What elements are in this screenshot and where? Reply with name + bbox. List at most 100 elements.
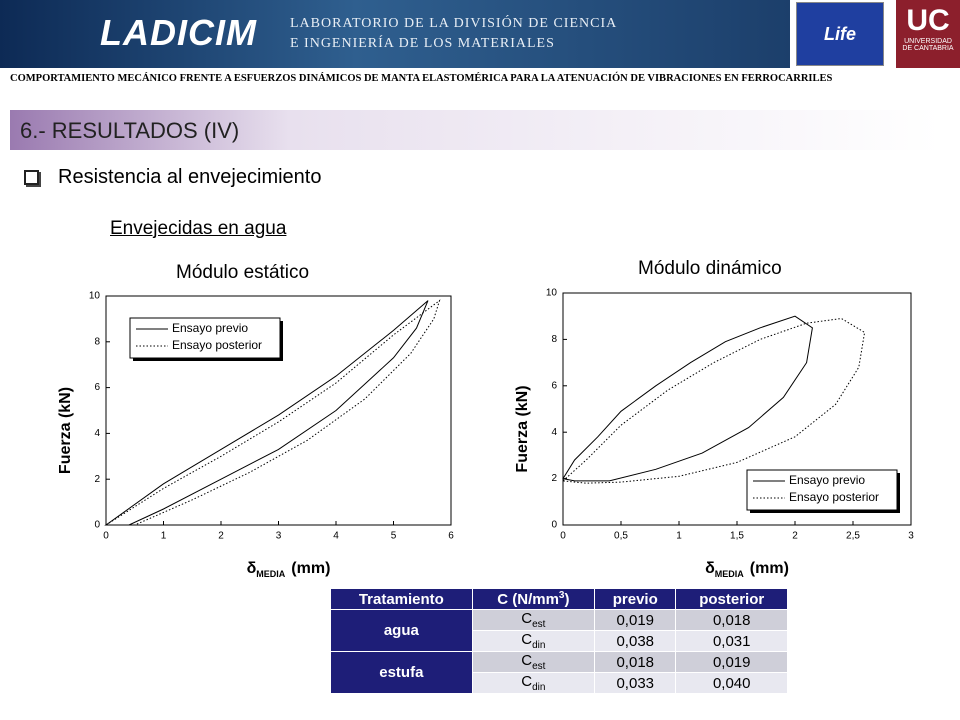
symbol: C <box>521 631 533 648</box>
x-tick-label: 0 <box>103 531 109 542</box>
section-bar <box>10 110 940 150</box>
legend-label: Ensayo posterior <box>789 490 879 504</box>
table-row: Cdin 0,033 0,040 <box>331 672 788 694</box>
legend-box <box>129 317 281 359</box>
life-logo: Life <box>796 2 884 66</box>
logo: LADICIM <box>100 12 257 53</box>
results-table: Tratamiento C (N/mm3) previo posterior agua C… <box>330 588 788 694</box>
symbol-sub: din <box>532 682 546 693</box>
symbol-cell: Cdin <box>471 630 596 652</box>
symbol-cell: Cest <box>471 609 596 631</box>
hysteresis-loop <box>104 299 441 526</box>
symbol-cell: Cdin <box>471 672 596 694</box>
hysteresis-loop <box>104 300 429 526</box>
x-label-symbol: δ <box>705 560 715 577</box>
symbol-sub: est <box>532 661 546 672</box>
table-row: agua Cest 0,019 0,018 <box>330 609 788 652</box>
x-tick-label: 3 <box>908 531 914 542</box>
y-tick-label: 4 <box>94 428 100 439</box>
uc-logo: UC UNIVERSIDAD DE CANTABRIA <box>896 0 960 68</box>
header-text: C (N/mm <box>497 591 559 608</box>
x-tick-label: 1 <box>676 531 682 542</box>
group-title: Envejecidas en agua <box>110 218 287 239</box>
value-cell: 0,038 <box>594 630 677 652</box>
x-label-unit: (mm) <box>291 560 330 577</box>
uc-text: DE CANTABRIA <box>902 45 954 52</box>
y-tick-label: 2 <box>551 473 557 484</box>
value-cell: 0,033 <box>594 672 677 694</box>
y-tick-label: 10 <box>89 291 101 302</box>
symbol-sub: est <box>532 619 546 630</box>
value-cell: 0,019 <box>594 609 677 631</box>
symbol: C <box>521 673 533 690</box>
y-tick-label: 6 <box>94 382 100 393</box>
group-cell: agua <box>330 609 473 652</box>
symbol-sub: din <box>532 640 546 651</box>
group-cell: estufa <box>330 651 473 694</box>
uc-text: UNIVERSIDAD <box>904 38 952 45</box>
chart-title: Módulo dinámico <box>638 258 782 279</box>
header-sup: 3 <box>558 590 565 601</box>
header-cell: C (N/mm3) <box>471 588 596 610</box>
header-bar <box>0 0 790 68</box>
y-tick-label: 4 <box>551 427 557 438</box>
x-label-subscript: MEDIA <box>715 569 745 579</box>
x-tick-label: 0 <box>560 531 566 542</box>
legend-label: Ensayo previo <box>172 321 248 335</box>
x-label-subscript: MEDIA <box>256 569 286 579</box>
header-text: ) <box>564 591 570 608</box>
x-tick-label: 1 <box>161 531 167 542</box>
x-tick-label: 4 <box>333 531 339 542</box>
value-cell: 0,018 <box>594 651 677 673</box>
x-tick-label: 5 <box>391 531 397 542</box>
x-label-symbol: δ <box>247 560 257 577</box>
y-axis-label: Fuerza (kN) <box>57 387 74 474</box>
y-tick-label: 0 <box>94 520 100 531</box>
x-axis-label: δMEDIA (mm) <box>247 560 331 579</box>
x-label-unit: (mm) <box>750 560 789 577</box>
header-cell: previo <box>594 588 677 610</box>
y-axis-label: Fuerza (kN) <box>514 385 531 472</box>
x-tick-label: 2 <box>218 531 224 542</box>
hysteresis-loop <box>562 315 813 482</box>
y-tick-label: 2 <box>94 474 100 485</box>
x-tick-label: 2 <box>792 531 798 542</box>
table-row: Cdin 0,038 0,031 <box>331 630 788 652</box>
legend-label: Ensayo previo <box>789 473 865 487</box>
lab-name: E INGENIERÍA DE LOS MATERIALES <box>290 36 555 51</box>
y-tick-label: 8 <box>94 336 100 347</box>
y-tick-label: 6 <box>551 380 557 391</box>
uc-mark: UC <box>906 4 950 37</box>
x-tick-label: 1,5 <box>730 531 744 542</box>
subtitle: COMPORTAMIENTO MECÁNICO FRENTE A ESFUERZ… <box>10 73 833 84</box>
symbol: C <box>521 610 533 627</box>
legend-box <box>746 469 898 511</box>
x-tick-label: 3 <box>276 531 282 542</box>
header-cell: Tratamiento <box>330 588 473 610</box>
symbol-cell: Cest <box>471 651 596 673</box>
symbol: C <box>521 652 533 669</box>
x-tick-label: 2,5 <box>846 531 860 542</box>
hysteresis-loop <box>561 317 866 484</box>
value-cell: 0,040 <box>675 672 788 694</box>
header-row: Tratamiento C (N/mm3) previo posterior <box>330 588 788 610</box>
y-tick-label: 10 <box>546 288 558 299</box>
x-axis-label: δMEDIA (mm) <box>705 560 789 579</box>
chart-title: Módulo estático <box>176 262 310 283</box>
y-tick-label: 8 <box>551 334 557 345</box>
table-row: estufa Cest 0,018 0,019 <box>330 651 788 694</box>
header-cell: posterior <box>675 588 788 610</box>
value-cell: 0,031 <box>675 630 788 652</box>
value-cell: 0,019 <box>675 651 788 673</box>
legend-label: Ensayo posterior <box>172 338 262 352</box>
bullet-text: Resistencia al envejecimiento <box>58 166 322 188</box>
x-tick-label: 6 <box>448 531 454 542</box>
value-cell: 0,018 <box>675 609 788 631</box>
y-tick-label: 0 <box>551 520 557 531</box>
bullet-icon <box>24 170 39 185</box>
x-tick-label: 0,5 <box>614 531 628 542</box>
section-title: 6.- RESULTADOS (IV) <box>20 118 240 143</box>
lab-name: LABORATORIO DE LA DIVISIÓN DE CIENCIA <box>290 16 618 31</box>
